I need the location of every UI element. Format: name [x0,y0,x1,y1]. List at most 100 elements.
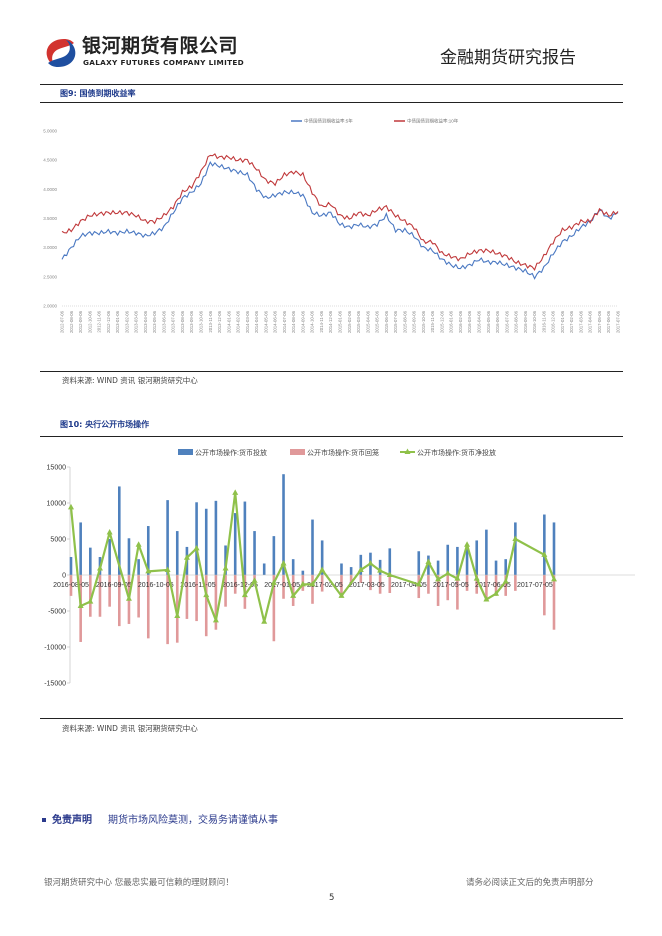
net-injection-marker [222,565,229,571]
injection-bar [282,474,285,575]
injection-bar [118,486,121,575]
withdrawal-bar [349,575,353,583]
x-tick-label: 2014-12-06 [328,310,333,333]
company-name-cn: 银河期货有限公司 [82,35,239,57]
figure9-bottom-divider [40,371,623,372]
withdrawal-bar [388,575,392,593]
net-injection-marker [319,566,326,572]
net-injection-marker [483,595,490,602]
x-tick-label: 2014-05-06 [263,310,268,333]
withdrawal-bar [98,575,102,617]
x-tick-label: 2016-10-05 [138,582,174,589]
x-tick-label: 2013-08-06 [180,310,185,333]
injection-bar [146,526,150,575]
net-injection-marker [251,577,258,583]
net-injection-marker [183,554,190,560]
x-tick-label: 2016-05-06 [486,310,491,333]
net-injection-marker [435,575,442,582]
injection-bar [465,549,469,575]
net-injection-marker [212,616,219,623]
x-tick-label: 2017-05-06 [597,310,602,333]
footer-slogan: 银河期货研究中心 您最忠实最可信赖的理财顾问！ [44,878,234,888]
x-tick-label: 2015-09-06 [412,310,417,333]
net-injection-marker [367,559,374,566]
y-tick-label: 4.0000 [43,187,57,192]
net-injection-marker [280,559,287,566]
withdrawal-bar [146,575,150,639]
y-tick-label: 5.0000 [43,129,57,134]
x-tick-label: 2013-06-06 [161,310,166,333]
x-tick-label: 2014-02-06 [236,310,241,333]
x-tick-label: 2015-02-06 [347,310,352,333]
x-tick-label: 2016-02-06 [458,310,463,333]
injection-bar [340,563,343,575]
net-injection-marker [261,618,268,624]
x-tick-label: 2012-10-06 [87,310,92,333]
company-logo [44,37,78,69]
x-tick-label: 2016-01-06 [449,310,454,333]
net-injection-marker [164,566,171,572]
page-number: 5 [329,893,335,903]
x-tick-label: 2016-12-06 [551,310,556,333]
injection-bar [79,522,82,575]
injection-bar [195,502,198,575]
injection-bar [69,557,73,575]
x-tick-label: 2017-04-05 [391,582,427,589]
net-injection-marker [309,580,316,587]
withdrawal-bar [543,575,546,616]
withdrawal-bar [214,575,218,630]
y-tick-label: -15000 [44,681,66,688]
withdrawal-bar [552,575,556,630]
injection-bar [427,555,430,575]
x-tick-label: 2013-10-06 [199,310,204,333]
withdrawal-bar [118,575,121,627]
x-tick-label: 2013-12-06 [217,310,222,333]
y-tick-label: 10000 [47,501,67,508]
withdrawal-bar [224,575,227,607]
injection-bar [417,551,421,575]
x-tick-label: 2016-07-06 [504,310,509,333]
withdrawal-bar [175,575,179,643]
figure10-source: 资料来源: WIND 资讯 银河期货研究中心 [62,724,198,733]
x-tick-label: 2015-06-06 [384,310,389,333]
net-injection-marker [203,591,210,598]
net-injection-marker [299,580,306,587]
figure10-title: 图10: 央行公开市场操作 [60,420,150,429]
x-tick-label: 2016-10-06 [532,310,537,333]
x-tick-label: 2013-11-06 [208,310,213,332]
x-tick-label: 2015-08-06 [402,310,407,333]
withdrawal-bar [185,575,189,619]
x-tick-label: 2015-11-06 [430,310,435,332]
x-tick-label: 2017-06-05 [475,582,511,589]
net-injection-marker [464,541,471,547]
net-injection-marker [386,571,393,577]
figure10-bottom-divider [40,718,623,719]
injection-bar [514,522,517,575]
x-tick-label: 2017-02-06 [569,310,574,333]
x-tick-label: 2016-06-06 [495,310,500,333]
legend-label: 公开市场操作:货币净投放 [417,448,496,457]
withdrawal-bar [340,575,343,596]
withdrawal-bar [137,575,140,618]
withdrawal-bar [359,575,363,583]
x-tick-label: 2017-05-05 [433,582,469,589]
withdrawal-bar [504,575,507,596]
injection-bar [349,567,353,575]
withdrawal-bar [311,575,314,604]
y-tick-label: 2.0000 [43,304,57,309]
net-injection-marker [145,567,152,574]
net-injection-marker [77,602,84,608]
disclaimer-label: 免责声明 [52,815,92,826]
withdrawal-bar [417,575,421,599]
y-tick-label: -10000 [44,645,66,652]
withdrawal-bar [369,575,372,591]
y-tick-label: 2.5000 [43,274,57,279]
withdrawal-bar [465,575,469,591]
net-injection-marker [473,575,480,581]
x-tick-label: 2014-01-06 [226,310,231,333]
injection-bar [214,500,218,575]
injection-bar [436,560,440,575]
series-line-10y [61,153,619,271]
x-tick-label: 2013-01-06 [115,310,120,333]
company-name-en: GALAXY FUTURES COMPANY LIMITED [83,58,245,67]
